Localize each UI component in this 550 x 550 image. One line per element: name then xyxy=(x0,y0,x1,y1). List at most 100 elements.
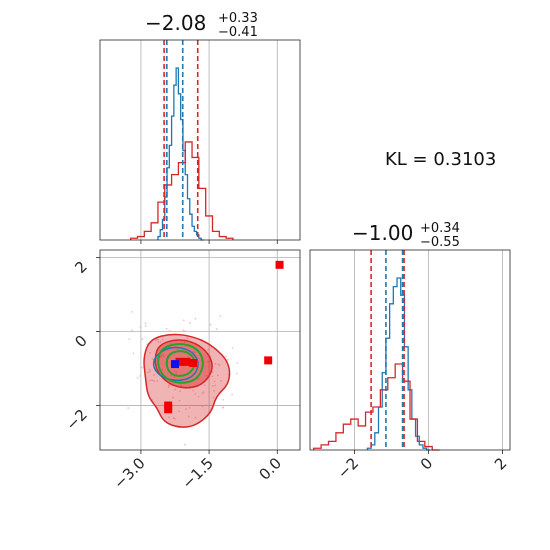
scatter-point xyxy=(235,372,238,375)
scatter-point xyxy=(174,417,176,420)
scatter-point xyxy=(211,385,214,388)
marginal-x-gridlines xyxy=(140,40,278,240)
scatter-point xyxy=(213,380,216,383)
scatter-point xyxy=(141,338,144,340)
red-square-marker xyxy=(264,356,273,365)
marginal-y-quantile-lines xyxy=(370,250,405,450)
scatter-point xyxy=(215,328,218,330)
joint-markers xyxy=(164,260,284,414)
scatter-point xyxy=(187,356,190,359)
scatter-point xyxy=(236,362,239,365)
scatter-point xyxy=(197,377,200,380)
scatter-point xyxy=(127,407,130,409)
scatter-point xyxy=(168,416,170,419)
scatter-point xyxy=(194,416,197,419)
y-tick-label: −2 xyxy=(62,406,90,434)
scatter-point xyxy=(160,354,163,357)
scatter-point xyxy=(156,380,159,382)
scatter-point xyxy=(139,326,142,329)
scatter-point xyxy=(159,341,162,344)
scatter-point xyxy=(176,348,179,351)
scatter-point xyxy=(170,342,172,345)
scatter-point xyxy=(167,386,170,389)
scatter-point xyxy=(226,358,229,361)
scatter-point xyxy=(216,374,219,377)
contour-blue xyxy=(152,346,199,382)
histogram-blue xyxy=(366,277,431,451)
scatter-point xyxy=(184,330,187,333)
scatter-point xyxy=(222,406,225,409)
red-square-marker xyxy=(275,260,284,269)
scatter-point xyxy=(178,410,181,413)
scatter-point xyxy=(185,408,187,410)
scatter-point xyxy=(157,341,160,344)
x-tick-label: −3.0 xyxy=(110,454,148,492)
scatter-point xyxy=(172,417,175,419)
scatter-point xyxy=(144,322,147,325)
scatter-point xyxy=(155,339,157,342)
scatter-point xyxy=(131,329,134,332)
scatter-point xyxy=(162,355,165,358)
scatter-point xyxy=(213,389,215,392)
red-square-marker xyxy=(175,357,184,366)
scatter-point xyxy=(186,337,189,340)
red-square-marker xyxy=(189,358,198,367)
joint-contours xyxy=(143,333,231,428)
scatter-point xyxy=(201,405,204,408)
scatter-point xyxy=(180,384,183,387)
scatter-point xyxy=(153,380,156,382)
scatter-point xyxy=(214,362,217,365)
marginal-y-histograms xyxy=(313,277,440,451)
scatter-point xyxy=(174,388,177,391)
scatter-point xyxy=(231,347,234,349)
y-tick-label: 2 xyxy=(71,258,90,277)
scatter-point xyxy=(165,327,168,330)
scatter-point xyxy=(173,370,176,372)
marginal-x-panel: −2.08 +0.33 −0.41 xyxy=(99,11,301,244)
kl-divergence-label: KL = 0.3103 xyxy=(385,149,496,170)
scatter-point xyxy=(214,384,217,387)
scatter-point xyxy=(147,371,150,374)
marginal-y-frame xyxy=(309,249,511,451)
scatter-point xyxy=(182,329,185,332)
red-square-marker xyxy=(164,405,173,414)
scatter-point xyxy=(179,390,181,393)
scatter-point xyxy=(219,315,222,318)
scatter-point xyxy=(209,360,211,363)
scatter-point xyxy=(201,392,204,395)
scatter-point xyxy=(207,348,209,351)
scatter-point xyxy=(128,338,131,341)
scatter-point xyxy=(136,376,139,379)
scatter-point xyxy=(211,371,214,374)
scatter-point xyxy=(193,351,196,354)
scatter-point xyxy=(192,389,195,392)
marginal-y-title-main: −1.00 xyxy=(352,221,413,245)
x-tick-label: −2 xyxy=(334,454,362,482)
scatter-point xyxy=(212,396,215,399)
joint-panel: −3.0 −1.5 0.0 −2 0 2 xyxy=(62,249,301,493)
x-tick-label: 2 xyxy=(491,454,510,473)
scatter-point xyxy=(161,368,164,371)
marginal-y-title-sub: −0.55 xyxy=(420,235,460,250)
scatter-point xyxy=(202,391,205,393)
scatter-point xyxy=(139,375,142,377)
marginal-x-frame xyxy=(99,39,301,241)
scatter-point xyxy=(189,322,191,324)
scatter-point xyxy=(132,352,135,355)
x-tick-label: 0 xyxy=(417,454,436,473)
marginal-y-panel: −1.00 +0.34 −0.55 −2 0 2 xyxy=(309,221,511,482)
scatter-point xyxy=(175,371,178,374)
marginal-x-title-main: −2.08 xyxy=(145,11,206,35)
marginal-y-title-sup: +0.34 xyxy=(420,221,460,236)
contour-green-outer xyxy=(157,342,204,384)
scatter-point xyxy=(194,392,197,395)
scatter-point xyxy=(151,379,154,382)
histogram-red xyxy=(313,363,440,451)
scatter-point xyxy=(222,398,225,401)
scatter-point xyxy=(167,384,170,387)
marginal-x-title-sub: −0.41 xyxy=(218,25,258,40)
scatter-point xyxy=(178,399,181,402)
marginal-y-gridlines xyxy=(354,250,503,450)
scatter-point xyxy=(187,415,190,418)
